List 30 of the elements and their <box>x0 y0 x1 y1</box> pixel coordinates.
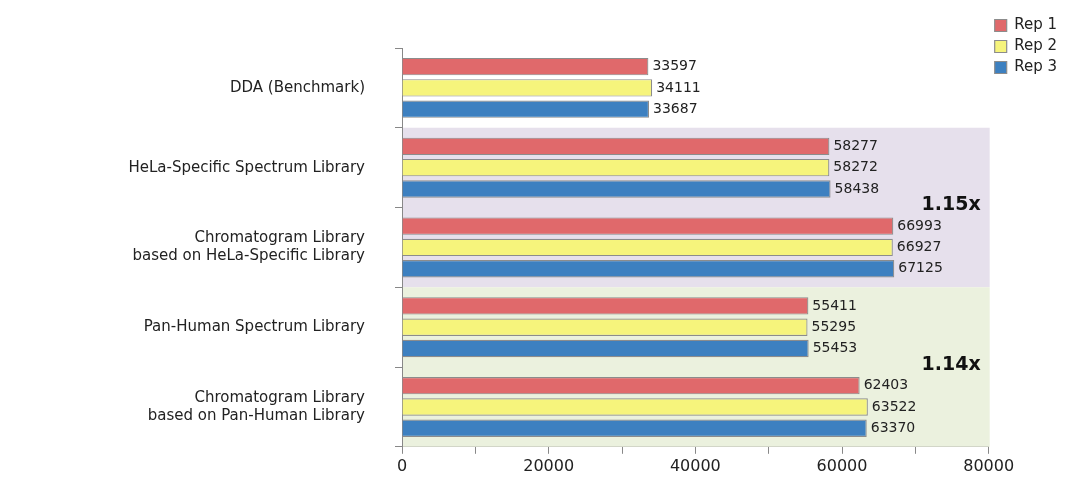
data-label: 58277 <box>833 137 878 154</box>
data-label: 63522 <box>871 397 917 414</box>
legend-label: Rep 3 <box>1014 57 1057 76</box>
data-label: 66993 <box>897 216 942 233</box>
x-tick-label: 20000 <box>523 455 575 475</box>
y-tick-label: Pan-Human Spectrum Library <box>143 317 366 336</box>
band-label: 1.14x <box>921 351 981 374</box>
data-label: 58438 <box>834 179 880 196</box>
x-tick-label: 60000 <box>816 455 868 475</box>
data-label: 62403 <box>863 376 909 393</box>
x-tick-label: 80000 <box>963 455 1015 475</box>
data-label: 67125 <box>898 259 943 276</box>
band-label: 1.15x <box>921 192 981 215</box>
data-label: 58272 <box>833 158 878 175</box>
legend-label: Rep 1 <box>1014 15 1057 34</box>
y-tick-label: Chromatogram Library based on Pan-Human Library <box>147 387 366 424</box>
x-tick-label: 0 <box>396 455 408 475</box>
data-label: 55411 <box>812 296 857 313</box>
data-label: 33687 <box>653 99 698 116</box>
data-label: 33597 <box>652 57 697 74</box>
x-tick-label: 40000 <box>669 455 721 475</box>
legend-label: Rep 2 <box>1014 36 1057 55</box>
data-label: 66927 <box>896 238 942 255</box>
data-label: 55295 <box>811 317 857 334</box>
data-label: 34111 <box>656 78 701 95</box>
data-label: 63370 <box>870 418 916 435</box>
data-label: 55453 <box>812 339 858 356</box>
y-tick-label: Chromatogram Library based on HeLa-Specific Library <box>132 228 366 265</box>
y-tick-label: DDA (Benchmark) <box>229 77 365 96</box>
y-tick-label: HeLa-Specific Spectrum Library <box>128 157 366 176</box>
